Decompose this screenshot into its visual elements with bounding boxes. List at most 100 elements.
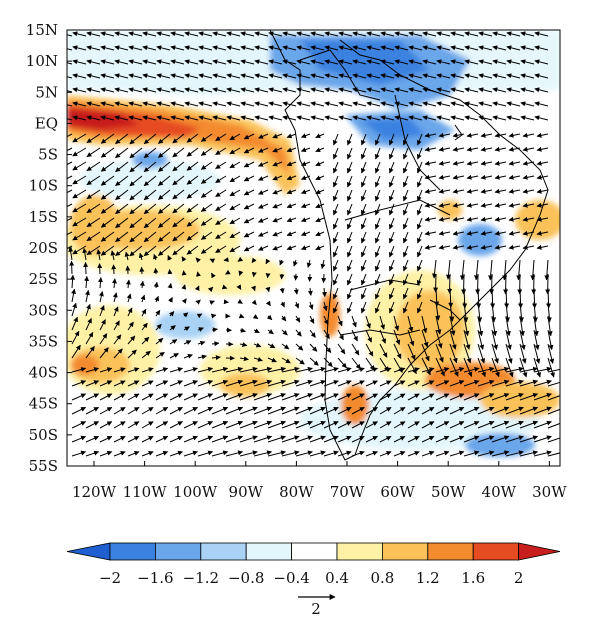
wind-vector-arrow xyxy=(155,351,165,359)
wind-vector-arrow xyxy=(365,435,378,443)
wind-vector-arrow xyxy=(286,133,297,139)
wind-vector-arrow xyxy=(508,244,521,250)
wind-vector-arrow xyxy=(438,174,451,180)
wind-vector-arrow xyxy=(422,73,437,79)
wind-vector-arrow xyxy=(85,393,100,401)
wind-vector-arrow xyxy=(99,367,113,373)
wind-vector-arrow xyxy=(520,101,535,107)
wind-vector-arrow xyxy=(114,59,129,65)
wind-vector-arrow xyxy=(113,334,122,345)
wind-vector-arrow xyxy=(212,87,227,93)
wind-vector-arrow xyxy=(332,231,339,244)
wind-vector-arrow xyxy=(99,421,113,429)
wind-vector-arrow xyxy=(197,327,204,332)
wind-vector-arrow xyxy=(374,217,381,230)
wind-vector-arrow xyxy=(346,287,353,300)
latitude-axis: 15N 10N 5N EQ 5S 10S 15S 20S 25S 30S 35S 40S 45S 50S 5… xyxy=(26,21,72,475)
wind-vector-arrow xyxy=(449,421,465,429)
wind-vector-arrow xyxy=(374,273,381,286)
wind-vector-arrow xyxy=(198,31,213,37)
wind-vector-arrow xyxy=(281,406,300,415)
wind-vector-arrow xyxy=(309,421,326,429)
wind-vector-arrow xyxy=(100,133,115,144)
colorbar-segment xyxy=(336,542,383,561)
wind-vector-arrow xyxy=(533,420,552,429)
wind-vector-arrow xyxy=(374,301,381,314)
wind-vector-arrow xyxy=(388,301,395,314)
wind-vector-arrow xyxy=(67,189,73,194)
wind-vector-arrow xyxy=(86,31,101,37)
wind-vector-arrow xyxy=(239,420,258,429)
wind-vector-arrow xyxy=(72,147,87,157)
wind-vector-arrow xyxy=(519,435,539,443)
wind-vector-arrow xyxy=(142,101,157,107)
latitude-tick-label: 30S xyxy=(29,301,58,319)
wind-vector-arrow xyxy=(536,216,549,222)
wind-vector-arrow xyxy=(279,273,285,280)
wind-vector-arrow xyxy=(505,329,512,350)
wind-vector-arrow xyxy=(113,406,126,415)
wind-vector-arrow xyxy=(477,366,495,373)
wind-vector-arrow xyxy=(99,406,113,415)
wind-vector-arrow xyxy=(170,115,185,121)
wind-vector-arrow xyxy=(408,115,423,121)
wind-vector-arrow xyxy=(505,406,524,415)
wind-vector-arrow xyxy=(388,287,395,300)
latitude-tick-label: 15S xyxy=(29,208,58,226)
wind-vector-arrow xyxy=(181,284,187,290)
wind-vector-arrow xyxy=(424,146,437,152)
wind-vector-arrow xyxy=(67,62,73,65)
wind-vector-arrow xyxy=(281,357,291,364)
wind-vector-arrow xyxy=(438,230,451,236)
wind-vector-arrow xyxy=(238,270,244,276)
wind-vector-arrow xyxy=(141,322,148,331)
wind-vector-arrow xyxy=(295,315,301,323)
wind-vector-arrow xyxy=(309,393,326,401)
wind-vector-arrow xyxy=(421,435,435,443)
wind-vector-arrow xyxy=(450,31,465,37)
wind-vector-arrow xyxy=(424,174,437,180)
wind-vector-arrow xyxy=(272,133,283,139)
wind-vector-arrow xyxy=(128,101,143,107)
wind-vector-arrow xyxy=(300,231,311,237)
wind-vector-arrow xyxy=(379,367,392,373)
wind-vector-arrow xyxy=(407,380,420,387)
wind-vector-arrow xyxy=(172,175,185,186)
colorbar-tick-label: −1.6 xyxy=(137,569,173,587)
wind-vector-arrow xyxy=(128,31,143,37)
wind-vector-arrow xyxy=(127,380,140,387)
wind-vector-arrow xyxy=(229,161,241,169)
latitude-tick-label: 10S xyxy=(29,177,58,195)
wind-vector-arrow xyxy=(99,435,113,443)
wind-vector-arrow xyxy=(466,216,479,222)
wind-vector-arrow xyxy=(72,231,87,241)
wind-vector-arrow xyxy=(379,315,386,330)
wind-vector-arrow xyxy=(143,189,157,201)
wind-vector-arrow xyxy=(416,175,423,188)
wind-vector-arrow xyxy=(416,203,423,216)
wind-vector-arrow xyxy=(516,259,522,281)
wind-vector-arrow xyxy=(337,357,347,369)
wind-vector-arrow xyxy=(450,101,465,107)
wind-vector-arrow xyxy=(155,450,169,457)
wind-vector-arrow xyxy=(379,393,392,401)
wind-vector-arrow xyxy=(530,259,536,281)
wind-vector-arrow xyxy=(402,259,409,272)
wind-vector-arrow xyxy=(197,435,214,443)
wind-vector-arrow xyxy=(379,450,392,457)
colorbar-tick-label: 1.6 xyxy=(461,569,485,587)
wind-vector-arrow xyxy=(129,217,143,229)
wind-vector-arrow xyxy=(463,379,480,387)
wind-vector-arrow xyxy=(184,45,199,51)
wind-vector-arrow xyxy=(478,59,493,65)
wind-vector-arrow xyxy=(534,115,549,121)
wind-vector-arrow xyxy=(449,406,465,415)
wind-vector-arrow xyxy=(282,73,297,79)
wind-vector-arrow xyxy=(198,73,213,79)
wind-vector-arrow xyxy=(211,379,229,387)
wind-vector-arrow xyxy=(394,73,409,79)
wind-vector-arrow xyxy=(158,161,171,172)
wind-vector-arrow xyxy=(449,367,465,373)
wind-vector-arrow xyxy=(323,367,339,373)
wind-vector-arrow xyxy=(346,203,353,216)
